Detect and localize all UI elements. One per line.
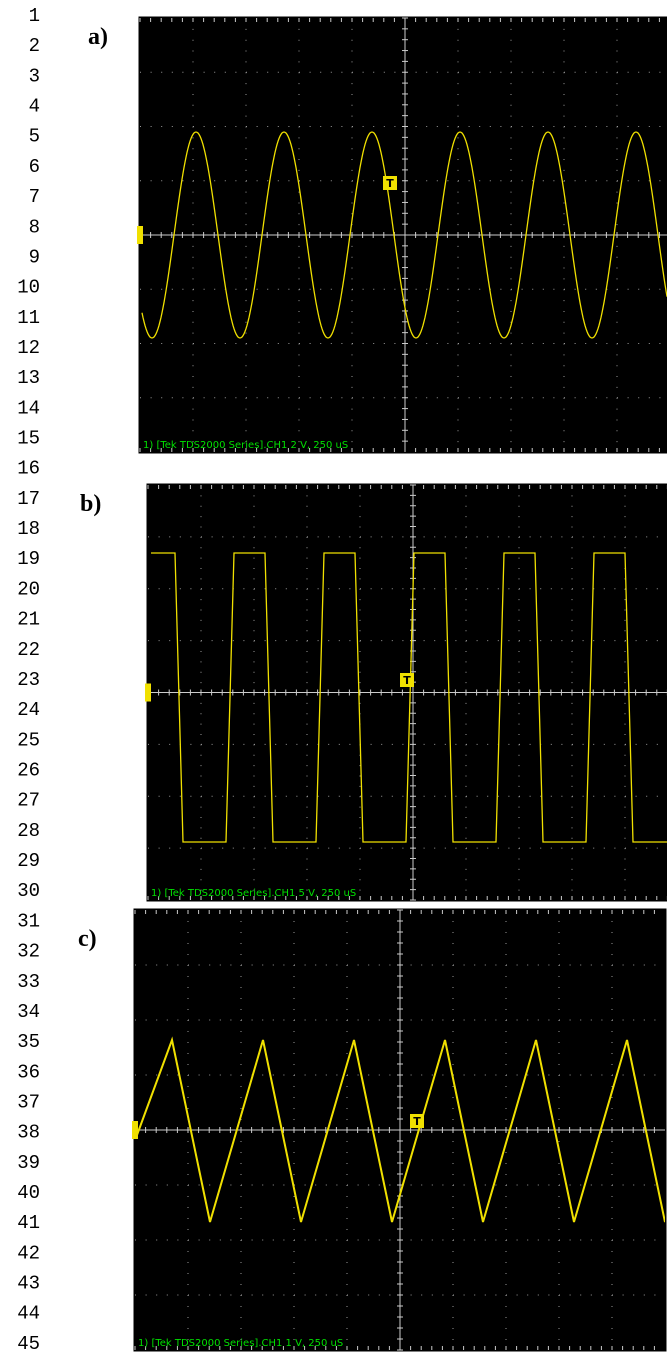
line-number: 24 (17, 699, 40, 721)
line-number: 36 (17, 1061, 40, 1083)
ground-marker (137, 226, 143, 244)
page: 1234567891011121314151617181920212223242… (0, 0, 667, 1358)
line-number: 40 (17, 1182, 40, 1204)
ground-marker (145, 684, 151, 702)
line-number: 20 (17, 578, 40, 600)
line-number: 10 (17, 277, 40, 299)
line-number: 6 (29, 156, 40, 178)
line-number: 21 (17, 609, 40, 631)
line-number: 19 (17, 548, 40, 570)
panel-label: a) (88, 24, 108, 50)
line-number: 2 (29, 35, 40, 57)
line-number: 31 (17, 910, 40, 932)
line-number: 18 (17, 518, 40, 540)
scope-panel: b) T 1) [Tek TDS2000 Series].CH1 5 V, 250 … (80, 485, 667, 900)
line-number: 1 (29, 5, 40, 27)
line-number: 17 (17, 488, 40, 510)
line-number: 26 (17, 760, 40, 782)
line-number: 27 (17, 790, 40, 812)
ground-marker (132, 1121, 138, 1139)
line-number: 33 (17, 971, 40, 993)
panel-label: c) (78, 926, 97, 952)
line-number: 28 (17, 820, 40, 842)
line-number: 39 (17, 1152, 40, 1174)
line-number: 30 (17, 880, 40, 902)
line-number: 8 (29, 216, 40, 238)
line-number: 7 (29, 186, 40, 208)
line-number: 11 (17, 307, 40, 329)
line-number: 32 (17, 941, 40, 963)
line-number: 14 (17, 397, 40, 419)
line-number: 15 (17, 428, 40, 450)
line-number: 12 (17, 337, 40, 359)
line-number: 22 (17, 639, 40, 661)
panel-label: b) (80, 491, 101, 517)
line-number: 34 (17, 1001, 40, 1023)
line-number: 5 (29, 126, 40, 148)
trigger-marker: T (386, 177, 394, 190)
scope-caption: 1) [Tek TDS2000 Series].CH1 5 V, 250 uS (151, 888, 356, 899)
line-number: 9 (29, 246, 40, 268)
line-number: 35 (17, 1031, 40, 1053)
line-number: 38 (17, 1122, 40, 1144)
line-number: 37 (17, 1091, 40, 1113)
line-number: 13 (17, 367, 40, 389)
line-number: 45 (17, 1333, 40, 1355)
scope-caption: 1) [Tek TDS2000 Series].CH1 1 V, 250 uS (138, 1338, 343, 1349)
line-number: 4 (29, 96, 40, 118)
line-number: 23 (17, 669, 40, 691)
line-number: 3 (29, 65, 40, 87)
line-number: 42 (17, 1242, 40, 1264)
scope-caption: 1) [Tek TDS2000 Series].CH1 2 V, 250 uS (143, 440, 348, 451)
trigger-marker: T (413, 1115, 421, 1128)
line-number: 44 (17, 1303, 40, 1325)
line-number: 16 (17, 458, 40, 480)
line-number: 41 (17, 1212, 40, 1234)
scope-panel: a) T 1) [Tek TDS2000 Series].CH1 2 V, 250 … (88, 18, 667, 452)
line-number: 25 (17, 729, 40, 751)
scope-panel: c) T 1) [Tek TDS2000 Series].CH1 1 V, 250 … (78, 910, 667, 1350)
line-number: 29 (17, 850, 40, 872)
line-number: 43 (17, 1273, 40, 1295)
trigger-marker: T (403, 674, 411, 687)
